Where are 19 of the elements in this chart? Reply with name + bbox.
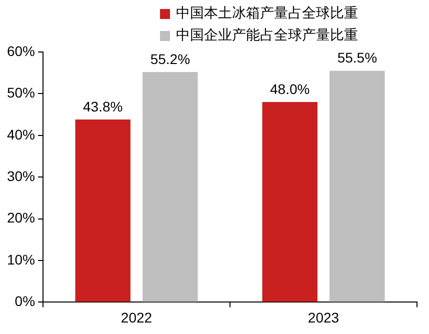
y-tick-label: 60% (6, 42, 36, 59)
y-tick-label: 10% (6, 251, 36, 268)
data-label: 48.0% (270, 80, 310, 97)
x-tick-label: 2023 (308, 309, 340, 326)
bar (142, 72, 198, 302)
data-label: 55.5% (337, 50, 378, 66)
legend-label: 中国企业产能占全球产量比重 (176, 28, 358, 44)
legend-label: 中国本土冰箱产量占全球比重 (176, 6, 358, 22)
y-tick-label: 40% (6, 126, 36, 142)
y-tick-label: 50% (6, 84, 36, 101)
bar (330, 70, 385, 302)
bar (75, 120, 130, 302)
y-tick-label: 30% (6, 168, 36, 184)
y-tick-label: 20% (6, 210, 36, 226)
data-label: 43.8% (83, 98, 123, 114)
bar (262, 102, 318, 302)
y-tick-label: 0% (14, 293, 36, 310)
x-tick-label: 2022 (120, 309, 152, 326)
data-label: 55.2% (150, 50, 190, 67)
